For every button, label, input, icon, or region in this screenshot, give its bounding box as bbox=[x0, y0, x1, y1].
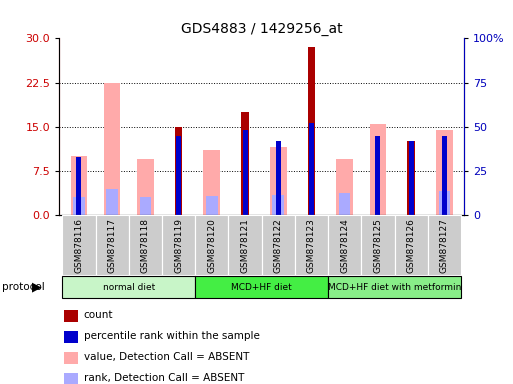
Bar bbox=[309, 123, 314, 215]
Text: GSM878127: GSM878127 bbox=[440, 218, 449, 273]
Text: GSM878121: GSM878121 bbox=[241, 218, 249, 273]
Bar bbox=[95, 215, 129, 275]
Bar bbox=[409, 141, 413, 215]
Bar bbox=[243, 130, 247, 215]
Bar bbox=[204, 150, 220, 215]
Bar bbox=[436, 130, 452, 215]
Bar bbox=[376, 136, 380, 215]
Text: GSM878120: GSM878120 bbox=[207, 218, 216, 273]
Bar bbox=[137, 159, 154, 215]
Bar bbox=[195, 276, 328, 298]
Text: GSM878117: GSM878117 bbox=[108, 218, 116, 273]
Bar bbox=[262, 215, 295, 275]
Bar bbox=[228, 215, 262, 275]
Bar bbox=[176, 136, 181, 215]
Bar bbox=[295, 215, 328, 275]
Bar bbox=[428, 215, 461, 275]
Bar bbox=[62, 215, 95, 275]
Bar bbox=[62, 276, 195, 298]
Bar bbox=[328, 215, 361, 275]
Text: value, Detection Call = ABSENT: value, Detection Call = ABSENT bbox=[84, 352, 249, 362]
Bar bbox=[206, 195, 218, 215]
Bar bbox=[241, 112, 249, 215]
Text: GSM878118: GSM878118 bbox=[141, 218, 150, 273]
Text: GSM878126: GSM878126 bbox=[407, 218, 416, 273]
Bar bbox=[175, 127, 182, 215]
Bar bbox=[195, 215, 228, 275]
Text: GSM878119: GSM878119 bbox=[174, 218, 183, 273]
Bar bbox=[361, 215, 394, 275]
Bar bbox=[104, 83, 121, 215]
Text: GSM878123: GSM878123 bbox=[307, 218, 316, 273]
Text: GSM878124: GSM878124 bbox=[340, 218, 349, 273]
Text: protocol: protocol bbox=[2, 282, 44, 292]
Bar bbox=[129, 215, 162, 275]
Bar bbox=[140, 197, 151, 215]
Text: GSM878122: GSM878122 bbox=[274, 218, 283, 273]
Text: MCD+HF diet: MCD+HF diet bbox=[231, 283, 292, 291]
Bar bbox=[162, 215, 195, 275]
Bar bbox=[407, 141, 415, 215]
Text: MCD+HF diet with metformin: MCD+HF diet with metformin bbox=[328, 283, 461, 291]
Bar bbox=[369, 124, 386, 215]
Text: rank, Detection Call = ABSENT: rank, Detection Call = ABSENT bbox=[84, 373, 244, 383]
Bar bbox=[394, 215, 428, 275]
Text: GSM878125: GSM878125 bbox=[373, 218, 382, 273]
Bar bbox=[106, 189, 118, 215]
Text: normal diet: normal diet bbox=[103, 283, 155, 291]
Text: count: count bbox=[84, 310, 113, 320]
Bar bbox=[270, 147, 287, 215]
Bar bbox=[73, 197, 85, 215]
Bar bbox=[308, 47, 315, 215]
Bar bbox=[71, 156, 87, 215]
Text: GSM878116: GSM878116 bbox=[74, 218, 84, 273]
Bar bbox=[439, 191, 450, 215]
Bar bbox=[339, 193, 350, 215]
Bar bbox=[337, 159, 353, 215]
Bar bbox=[276, 141, 281, 215]
Bar bbox=[76, 157, 82, 215]
Text: ▶: ▶ bbox=[32, 281, 42, 293]
Bar bbox=[272, 195, 284, 215]
Bar bbox=[328, 276, 461, 298]
Text: percentile rank within the sample: percentile rank within the sample bbox=[84, 331, 260, 341]
Bar bbox=[442, 136, 447, 215]
Title: GDS4883 / 1429256_at: GDS4883 / 1429256_at bbox=[181, 22, 343, 36]
